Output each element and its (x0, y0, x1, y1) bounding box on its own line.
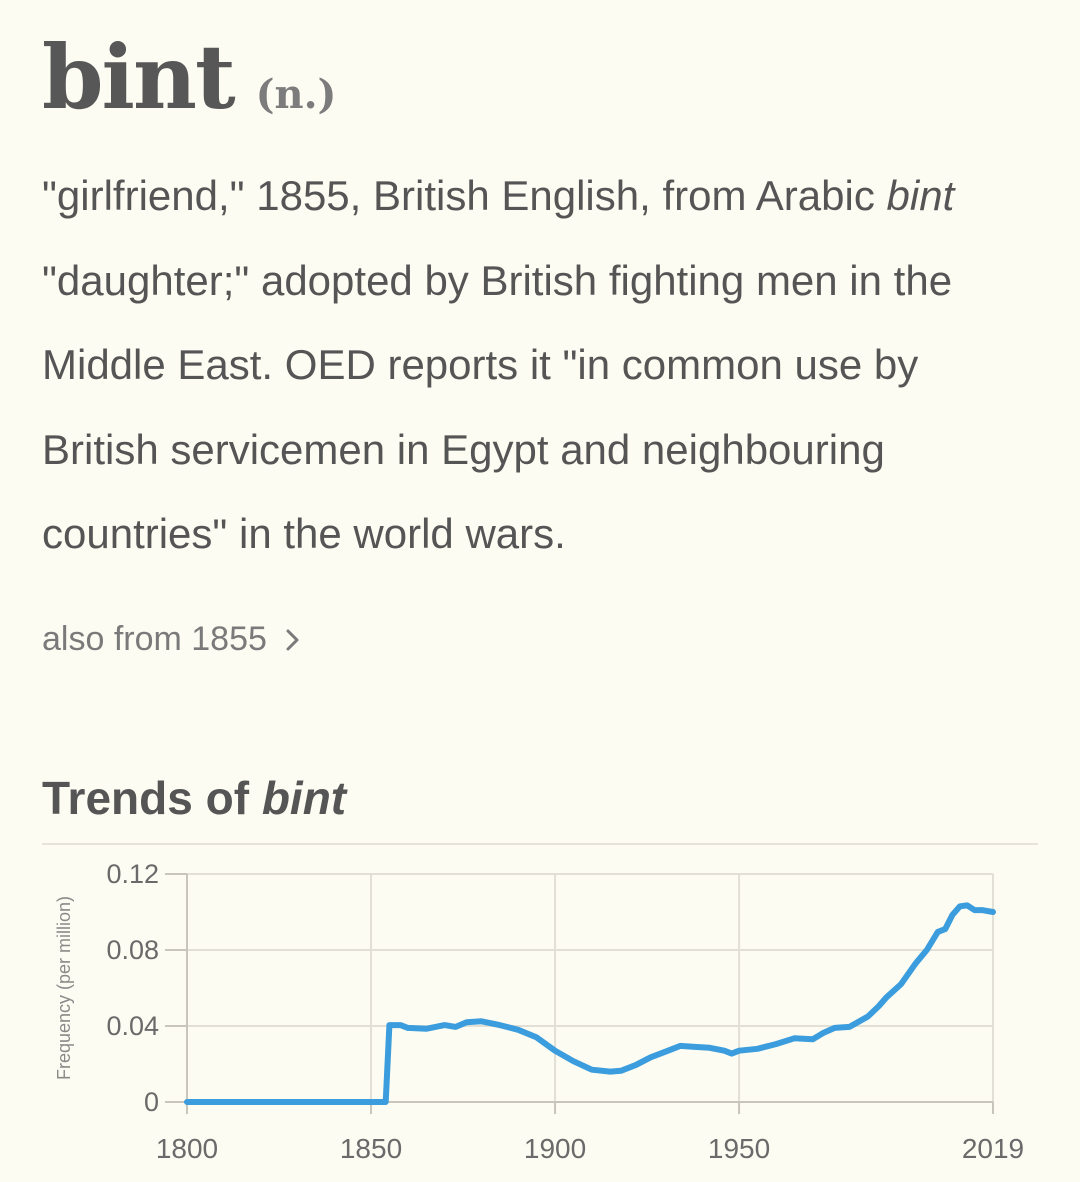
x-tick-label: 2019 (962, 1133, 1024, 1164)
chart-axes (165, 873, 994, 1114)
definition-italic-word[interactable]: bint (886, 172, 955, 219)
x-tick-label: 1850 (340, 1133, 402, 1164)
definition-text: "girlfriend," 1855, British English, fro… (42, 154, 1042, 577)
part-of-speech: (n.) (255, 71, 337, 118)
definition-part-3: "daughter;" adopted by British fighting … (42, 256, 953, 558)
headword: bint (42, 25, 236, 129)
y-axis-label: Frequency (per million) (54, 896, 74, 1080)
also-from-label: also from 1855 (42, 620, 267, 658)
also-from-link[interactable]: also from 1855 (42, 620, 305, 659)
trends-title-prefix: Trends of (42, 772, 250, 824)
entry-header: bint (n.) (42, 22, 336, 132)
y-tick-label: 0.12 (106, 859, 159, 889)
chart-tick-labels: 0 0.04 0.08 0.12 1800 1850 1900 1950 2019 (106, 859, 1024, 1164)
trends-title: Trends of bint (42, 768, 346, 828)
section-divider (42, 843, 1038, 845)
definition-part-1: "girlfriend," 1855, British English, fro… (42, 172, 875, 219)
x-tick-label: 1900 (524, 1133, 586, 1164)
y-tick-label: 0.08 (106, 935, 159, 965)
y-tick-label: 0.04 (106, 1011, 159, 1041)
x-tick-label: 1950 (708, 1133, 770, 1164)
x-tick-label: 1800 (156, 1133, 218, 1164)
y-tick-label: 0 (144, 1087, 159, 1117)
trends-chart: 0 0.04 0.08 0.12 1800 1850 1900 1950 2019 Freque… (54, 859, 1024, 1164)
trend-line (184, 902, 996, 1105)
chart-series (184, 902, 996, 1105)
definition: "girlfriend," 1855, British English, fro… (42, 154, 1042, 577)
trends-title-word: bint (261, 772, 347, 824)
chevron-right-icon (286, 629, 299, 650)
